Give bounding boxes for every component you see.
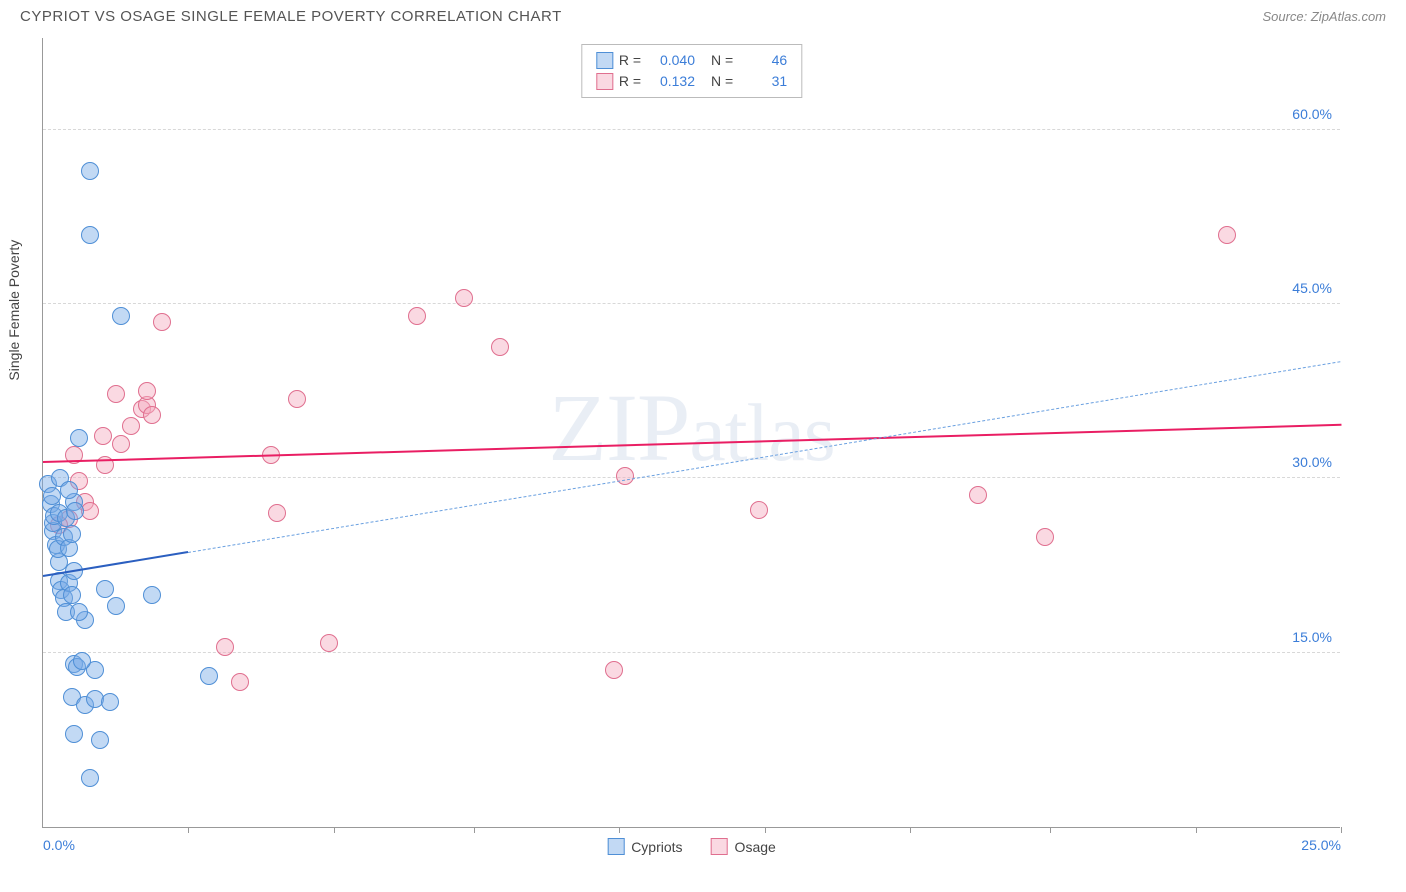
data-point: [65, 725, 83, 743]
legend-label: Osage: [735, 839, 776, 855]
data-point: [81, 769, 99, 787]
data-point: [200, 667, 218, 685]
data-point: [143, 406, 161, 424]
data-point: [43, 487, 61, 505]
legend-r-value: 0.040: [647, 50, 695, 71]
y-tick-label: 60.0%: [1292, 106, 1332, 122]
data-point: [91, 731, 109, 749]
data-point: [70, 603, 88, 621]
x-tick-label: 0.0%: [43, 837, 75, 853]
data-point: [94, 427, 112, 445]
data-point: [112, 307, 130, 325]
legend-label: Cypriots: [631, 839, 682, 855]
y-tick-label: 15.0%: [1292, 629, 1332, 645]
x-tick-mark: [334, 827, 335, 833]
source-label: Source: ZipAtlas.com: [1262, 9, 1386, 24]
data-point: [491, 338, 509, 356]
legend-item: Osage: [711, 838, 776, 855]
data-point: [969, 486, 987, 504]
data-point: [107, 385, 125, 403]
gridline-h: [43, 303, 1340, 304]
y-tick-label: 45.0%: [1292, 280, 1332, 296]
y-axis-label: Single Female Poverty: [6, 240, 22, 381]
chart-title: CYPRIOT VS OSAGE SINGLE FEMALE POVERTY C…: [20, 8, 562, 25]
legend-swatch: [711, 838, 728, 855]
watermark: ZIPatlas: [548, 371, 834, 482]
data-point: [73, 652, 91, 670]
data-point: [138, 382, 156, 400]
data-point: [96, 580, 114, 598]
x-tick-mark: [188, 827, 189, 833]
data-point: [320, 634, 338, 652]
x-tick-mark: [1050, 827, 1051, 833]
legend-r-label: R =: [619, 50, 641, 71]
x-tick-mark: [1196, 827, 1197, 833]
gridline-h: [43, 652, 1340, 653]
data-point: [81, 162, 99, 180]
legend-n-value: 31: [739, 71, 787, 92]
data-point: [216, 638, 234, 656]
legend-item: Cypriots: [607, 838, 682, 855]
data-point: [605, 661, 623, 679]
legend-row: R = 0.132 N = 31: [596, 71, 787, 92]
data-point: [143, 586, 161, 604]
data-point: [750, 501, 768, 519]
data-point: [153, 313, 171, 331]
data-point: [268, 504, 286, 522]
data-point: [66, 502, 84, 520]
data-point: [63, 525, 81, 543]
x-tick-label: 25.0%: [1301, 837, 1341, 853]
x-tick-mark: [619, 827, 620, 833]
x-tick-mark: [910, 827, 911, 833]
legend-swatch: [596, 73, 613, 90]
trend-line-dashed: [188, 361, 1341, 553]
data-point: [112, 435, 130, 453]
plot-area: ZIPatlas 15.0%30.0%45.0%60.0%0.0%25.0%R …: [42, 38, 1340, 828]
gridline-h: [43, 477, 1340, 478]
legend-n-value: 46: [739, 50, 787, 71]
legend-bottom: Cypriots Osage: [607, 838, 776, 855]
gridline-h: [43, 129, 1340, 130]
data-point: [408, 307, 426, 325]
data-point: [107, 597, 125, 615]
data-point: [63, 586, 81, 604]
data-point: [455, 289, 473, 307]
data-point: [101, 693, 119, 711]
legend-swatch: [607, 838, 624, 855]
data-point: [122, 417, 140, 435]
trend-line: [43, 424, 1341, 463]
legend-n-label: N =: [711, 50, 733, 71]
legend-row: R = 0.040 N = 46: [596, 50, 787, 71]
legend-r-label: R =: [619, 71, 641, 92]
data-point: [231, 673, 249, 691]
data-point: [81, 226, 99, 244]
data-point: [60, 481, 78, 499]
y-tick-label: 30.0%: [1292, 454, 1332, 470]
data-point: [1218, 226, 1236, 244]
x-tick-mark: [765, 827, 766, 833]
plot-container: Single Female Poverty ZIPatlas 15.0%30.0…: [42, 38, 1386, 848]
legend-swatch: [596, 52, 613, 69]
legend-n-label: N =: [711, 71, 733, 92]
x-tick-mark: [474, 827, 475, 833]
legend-r-value: 0.132: [647, 71, 695, 92]
data-point: [70, 429, 88, 447]
data-point: [616, 467, 634, 485]
legend-top: R = 0.040 N = 46 R = 0.132 N = 31: [581, 44, 802, 98]
x-tick-mark: [1341, 827, 1342, 833]
data-point: [288, 390, 306, 408]
title-bar: CYPRIOT VS OSAGE SINGLE FEMALE POVERTY C…: [0, 0, 1406, 29]
data-point: [1036, 528, 1054, 546]
